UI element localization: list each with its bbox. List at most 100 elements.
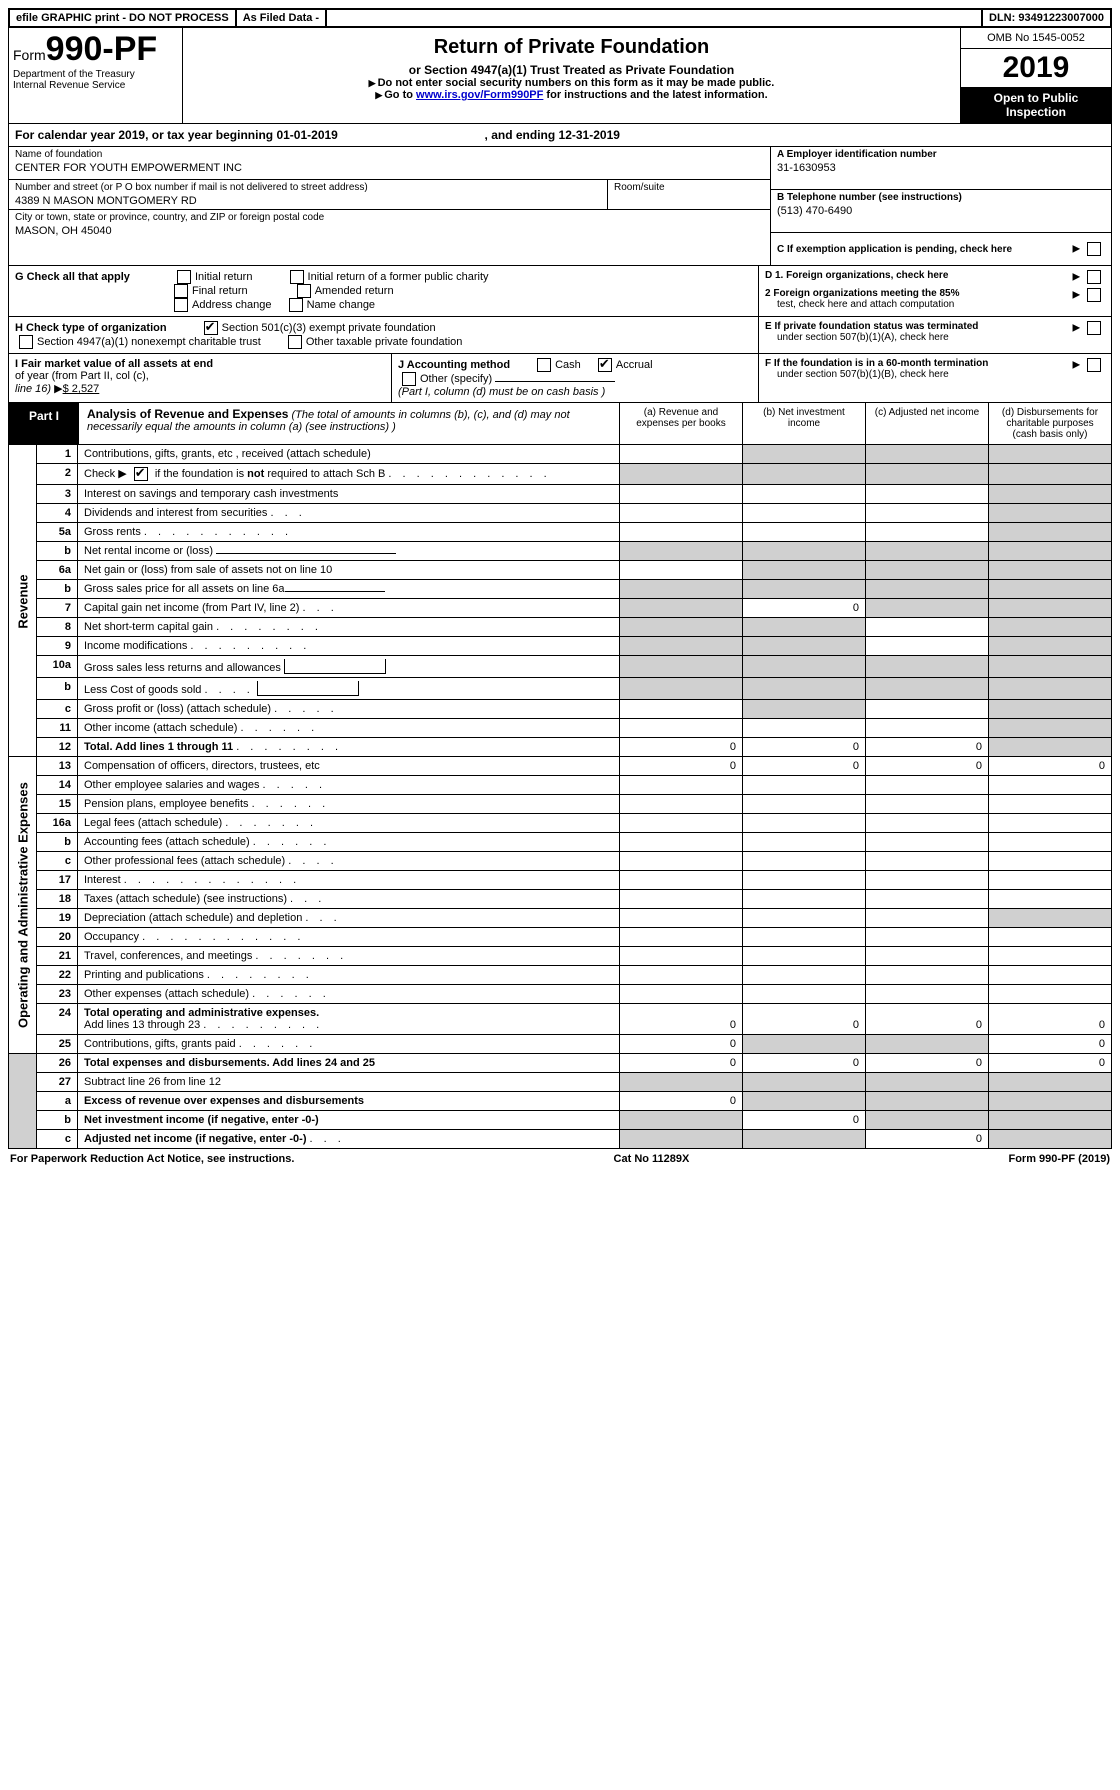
s501-cb[interactable] — [204, 321, 218, 335]
table-row: 25Contributions, gifts, grants paid . . … — [9, 1035, 1112, 1054]
amended-return-cb[interactable] — [297, 284, 311, 298]
irs-link[interactable]: www.irs.gov/Form990PF — [416, 89, 543, 101]
table-row: bNet investment income (if negative, ent… — [9, 1111, 1112, 1130]
table-row: cOther professional fees (attach schedul… — [9, 852, 1112, 871]
dln: DLN: 93491223007000 — [983, 10, 1110, 26]
table-row: aExcess of revenue over expenses and dis… — [9, 1092, 1112, 1111]
table-row: bAccounting fees (attach schedule) . . .… — [9, 833, 1112, 852]
table-row: 18Taxes (attach schedule) (see instructi… — [9, 890, 1112, 909]
table-row: bLess Cost of goods sold . . . . — [9, 678, 1112, 700]
d1-cb[interactable] — [1087, 270, 1101, 284]
s4947-cb[interactable] — [19, 335, 33, 349]
section-h: H Check type of organization Section 501… — [9, 317, 759, 353]
address-row: Number and street (or P O box number if … — [9, 180, 770, 210]
schb-cb[interactable] — [134, 467, 148, 481]
fmv-value: $ 2,527 — [63, 383, 100, 395]
table-row: 24Total operating and administrative exp… — [9, 1004, 1112, 1035]
table-row: cAdjusted net income (if negative, enter… — [9, 1130, 1112, 1149]
table-row: 9Income modifications . . . . . . . . . — [9, 637, 1112, 656]
top-bar: efile GRAPHIC print - DO NOT PROCESS As … — [8, 8, 1112, 28]
col-d-header: (d) Disbursements for charitable purpose… — [989, 403, 1111, 444]
table-row: 26Total expenses and disbursements. Add … — [9, 1054, 1112, 1073]
form-id-block: Form990-PF Department of the Treasury In… — [9, 28, 183, 123]
table-row: 12Total. Add lines 1 through 11 . . . . … — [9, 738, 1112, 757]
table-row: 14Other employee salaries and wages . . … — [9, 776, 1112, 795]
header-right: OMB No 1545-0052 2019 Open to PublicInsp… — [960, 28, 1111, 123]
section-g: G Check all that apply Initial return In… — [9, 266, 759, 316]
omb-number: OMB No 1545-0052 — [961, 28, 1111, 49]
initial-return-cb[interactable] — [177, 270, 191, 284]
table-row: 23Other expenses (attach schedule) . . .… — [9, 985, 1112, 1004]
table-row: 10aGross sales less returns and allowanc… — [9, 656, 1112, 678]
final-return-cb[interactable] — [174, 284, 188, 298]
name-change-cb[interactable] — [289, 298, 303, 312]
section-f: F If the foundation is in a 60-month ter… — [759, 354, 1111, 402]
col-b-header: (b) Net investment income — [743, 403, 866, 444]
section-d: D 1. Foreign organizations, check here▶ … — [759, 266, 1111, 316]
table-row: 27Subtract line 26 from line 12 — [9, 1073, 1112, 1092]
telephone-cell: B Telephone number (see instructions) (5… — [771, 190, 1111, 233]
table-row: 7Capital gain net income (from Part IV, … — [9, 599, 1112, 618]
form-ref: Form 990-PF (2019) — [1008, 1153, 1110, 1165]
table-row: 20Occupancy . . . . . . . . . . . . — [9, 928, 1112, 947]
form-number: 990-PF — [46, 30, 158, 68]
table-row: 4Dividends and interest from securities … — [9, 504, 1112, 523]
initial-former-cb[interactable] — [290, 270, 304, 284]
info-right: A Employer identification number 31-1630… — [771, 147, 1111, 265]
accrual-cb[interactable] — [598, 358, 612, 372]
dept-label: Department of the Treasury — [13, 69, 135, 80]
table-row: 3Interest on savings and temporary cash … — [9, 485, 1112, 504]
table-row: 2Check ▶ if the foundation is not requir… — [9, 464, 1112, 485]
foundation-name-cell: Name of foundation CENTER FOR YOUTH EMPO… — [9, 147, 770, 180]
table-row: Operating and Administrative Expenses 13… — [9, 757, 1112, 776]
table-row: cGross profit or (loss) (attach schedule… — [9, 700, 1112, 719]
foundation-name: CENTER FOR YOUTH EMPOWERMENT INC — [15, 160, 764, 174]
section-j: J Accounting method Cash Accrual Other (… — [392, 354, 759, 402]
room-suite-label: Room/suite — [608, 180, 770, 209]
street-address: 4389 N MASON MONTGOMERY RD — [15, 193, 601, 207]
city-cell: City or town, state or province, country… — [9, 210, 770, 242]
efile-notice: efile GRAPHIC print - DO NOT PROCESS — [10, 10, 237, 26]
ein-cell: A Employer identification number 31-1630… — [771, 147, 1111, 190]
col-a-header: (a) Revenue and expenses per books — [620, 403, 743, 444]
table-row: 11Other income (attach schedule) . . . .… — [9, 719, 1112, 738]
part1-header: Part I Analysis of Revenue and Expenses … — [8, 403, 1112, 445]
paperwork-notice: For Paperwork Reduction Act Notice, see … — [10, 1153, 294, 1165]
other-method-cb[interactable] — [402, 372, 416, 386]
address-change-cb[interactable] — [174, 298, 188, 312]
form-title: Return of Private Foundation — [191, 36, 952, 59]
section-ijf: I Fair market value of all assets at end… — [8, 354, 1112, 403]
telephone-value: (513) 470-6490 — [777, 203, 1105, 217]
table-row: 19Depreciation (attach schedule) and dep… — [9, 909, 1112, 928]
expenses-label: Operating and Administrative Expenses — [9, 757, 37, 1054]
form-subtitle: or Section 4947(a)(1) Trust Treated as P… — [191, 63, 952, 77]
public-inspection: Open to PublicInspection — [961, 87, 1111, 123]
topbar-spacer — [327, 10, 983, 26]
form-word: Form — [13, 47, 46, 63]
table-row: 17Interest . . . . . . . . . . . . . — [9, 871, 1112, 890]
tax-year: 2019 — [961, 49, 1111, 87]
e-cb[interactable] — [1087, 321, 1101, 335]
d2-cb[interactable] — [1087, 288, 1101, 302]
irs-label: Internal Revenue Service — [13, 80, 125, 91]
part1-desc: Analysis of Revenue and Expenses (The to… — [79, 403, 620, 444]
part1-table: Revenue 1Contributions, gifts, grants, e… — [8, 445, 1112, 1149]
table-row: bGross sales price for all assets on lin… — [9, 580, 1112, 599]
goto-note: Go to www.irs.gov/Form990PF for instruct… — [191, 89, 952, 101]
table-row: 21Travel, conferences, and meetings . . … — [9, 947, 1112, 966]
table-row: 5aGross rents . . . . . . . . . . . — [9, 523, 1112, 542]
col-c-header: (c) Adjusted net income — [866, 403, 989, 444]
ein-value: 31-1630953 — [777, 160, 1105, 174]
table-row: 6aNet gain or (loss) from sale of assets… — [9, 561, 1112, 580]
cash-cb[interactable] — [537, 358, 551, 372]
tax-year-begin: 01-01-2019 — [276, 128, 337, 142]
c-checkbox[interactable] — [1087, 242, 1101, 256]
other-taxable-cb[interactable] — [288, 335, 302, 349]
f-cb[interactable] — [1087, 358, 1101, 372]
city-state-zip: MASON, OH 45040 — [15, 223, 764, 237]
section-h-e: H Check type of organization Section 501… — [8, 317, 1112, 354]
asfiled-label: As Filed Data - — [237, 10, 327, 26]
section-c: C If exemption application is pending, c… — [771, 233, 1111, 265]
table-row: 16aLegal fees (attach schedule) . . . . … — [9, 814, 1112, 833]
table-row: 8Net short-term capital gain . . . . . .… — [9, 618, 1112, 637]
